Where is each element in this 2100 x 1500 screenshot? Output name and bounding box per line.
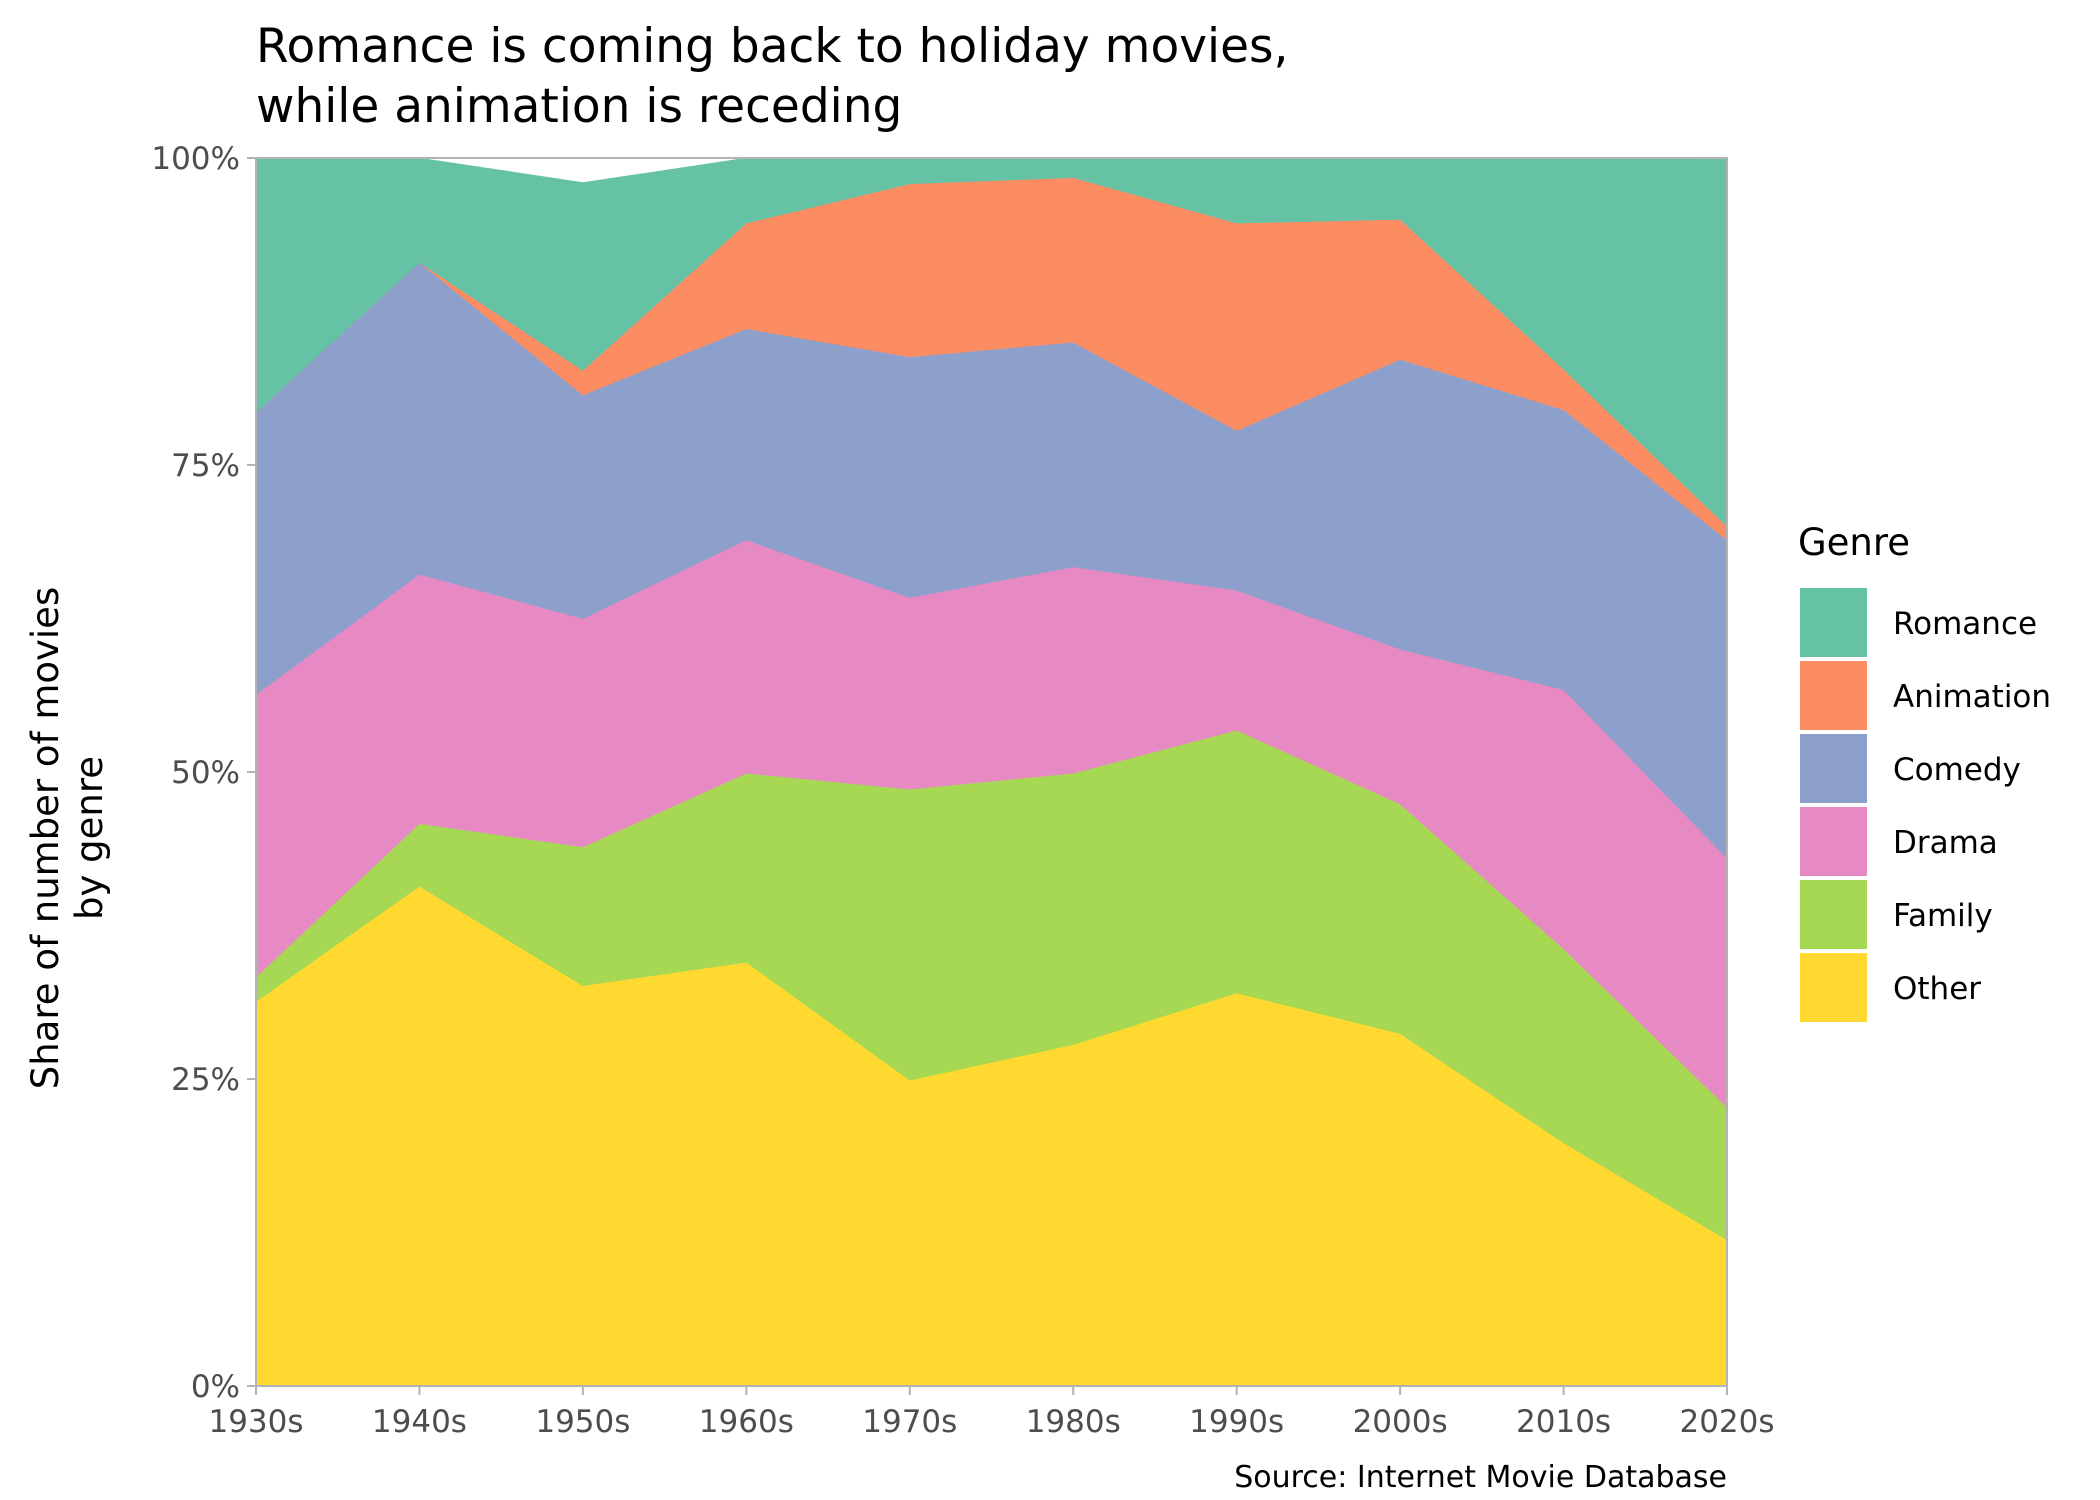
title-line-1: Romance is coming back to holiday movies… — [256, 19, 1288, 74]
legend-swatch-comedy — [1800, 734, 1867, 803]
legend-title: Genre — [1798, 521, 1910, 564]
legend-swatch-other — [1800, 953, 1867, 1022]
legend-label-drama: Drama — [1893, 825, 1998, 861]
legend-label-other: Other — [1893, 971, 1981, 1007]
y-axis-title-line-2: by genre — [68, 756, 111, 920]
legend-label-comedy: Comedy — [1893, 752, 2021, 788]
legend-label-romance: Romance — [1893, 606, 2037, 642]
x-tick-label: 1950s — [535, 1404, 630, 1440]
y-axis-title: Share of number of movies by genre — [24, 587, 111, 1089]
x-tick-label: 2000s — [1353, 1404, 1448, 1440]
title-line-2: while animation is receding — [256, 79, 902, 134]
legend-swatch-family — [1800, 880, 1867, 949]
x-tick-label: 1940s — [372, 1404, 467, 1440]
legend-swatch-romance — [1800, 588, 1867, 657]
y-tick-label: 75% — [171, 448, 240, 484]
x-tick-label: 1930s — [208, 1404, 303, 1440]
chart-title: Romance is coming back to holiday movies… — [256, 19, 1288, 134]
x-axis: 1930s 1940s 1950s 1960s 1970s 1980s 1990s 2000s… — [208, 1386, 1775, 1440]
legend-swatch-drama — [1800, 807, 1867, 876]
x-tick-label: 2020s — [1679, 1404, 1774, 1440]
area-layers — [255, 157, 1728, 1387]
y-tick-label: 25% — [171, 1062, 240, 1098]
x-tick-label: 2010s — [1516, 1404, 1611, 1440]
y-tick-label: 100% — [151, 141, 240, 177]
legend-label-family: Family — [1893, 898, 1993, 934]
y-axis-title-line-1: Share of number of movies — [24, 587, 67, 1089]
source-caption: Source: Internet Movie Database — [1234, 1460, 1727, 1495]
y-tick-label: 0% — [191, 1369, 240, 1405]
legend-swatch-animation — [1800, 661, 1867, 730]
y-axis: 0% 25% 50% 75% 100% — [151, 141, 256, 1405]
x-tick-label: 1970s — [862, 1404, 957, 1440]
x-tick-label: 1980s — [1026, 1404, 1121, 1440]
legend-label-animation: Animation — [1893, 679, 2051, 715]
x-tick-label: 1990s — [1189, 1404, 1284, 1440]
y-tick-label: 50% — [171, 755, 240, 791]
x-tick-label: 1960s — [699, 1404, 794, 1440]
legend: Genre Romance Animation Comedy Drama Family O… — [1798, 521, 2051, 1022]
